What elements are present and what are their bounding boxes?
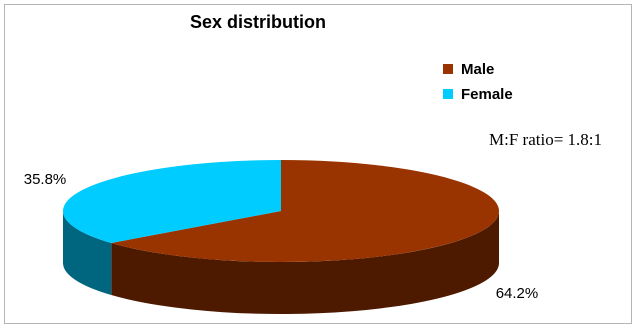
legend-label-male: Male: [461, 60, 495, 78]
legend-item-male: Male: [443, 60, 494, 78]
data-label-male: 64.2%: [496, 285, 539, 302]
legend-swatch-female: [443, 89, 453, 99]
pie-chart: 64.2% 35.8%: [24, 160, 539, 314]
pie-slice-female: [62, 160, 282, 244]
pie-side-female: [63, 211, 112, 296]
legend-label-female: Female: [461, 85, 513, 103]
pie-slices-group: [62, 160, 499, 314]
pie-side-male: [111, 211, 499, 314]
legend-swatch-male: [443, 64, 453, 74]
data-label-female: 35.8%: [24, 171, 67, 188]
ratio-annotation: M:F ratio= 1.8:1: [489, 130, 603, 149]
chart-title: Sex distribution: [190, 12, 327, 32]
chart-frame: Sex distribution Male Female M:F ratio= …: [4, 4, 632, 324]
pie-slice-male: [111, 160, 499, 263]
legend-item-female: Female: [443, 85, 513, 103]
